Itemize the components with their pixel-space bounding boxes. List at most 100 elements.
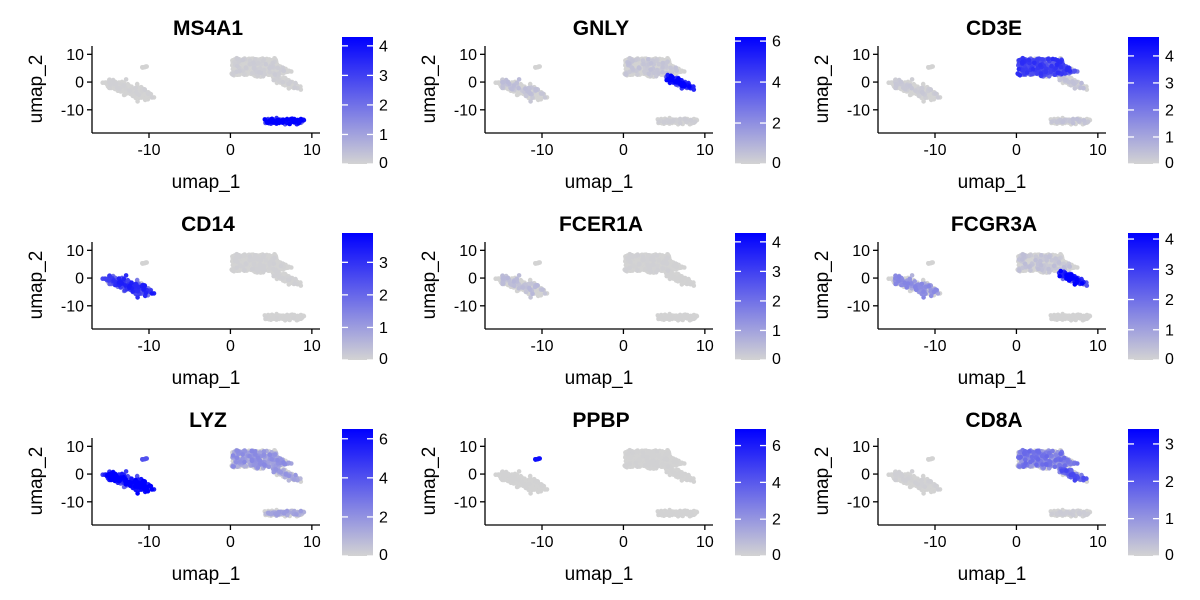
cell-point <box>237 254 242 260</box>
y-tick-label: 10 <box>459 243 477 260</box>
colorbar <box>342 37 373 164</box>
cell-point <box>687 84 692 89</box>
cell-point <box>511 279 517 284</box>
cell-point <box>654 253 660 258</box>
cell-point <box>1055 70 1061 75</box>
cell-point <box>674 79 680 84</box>
x-axis-title: umap_1 <box>565 368 634 389</box>
cell-point <box>237 68 242 74</box>
cell-point <box>530 291 535 297</box>
cell-point <box>133 85 139 91</box>
cell-point <box>274 315 280 321</box>
cell-point <box>527 285 532 291</box>
y-tick-label: 10 <box>459 47 477 64</box>
cell-point <box>277 273 282 279</box>
cell-point <box>650 262 656 268</box>
cell-point <box>668 65 673 71</box>
cell-point <box>516 77 522 82</box>
cell-point <box>271 261 277 267</box>
colorbar-tick-label: 3 <box>379 255 388 272</box>
cell-point <box>1081 118 1087 123</box>
cell-point <box>919 85 925 91</box>
colorbar <box>735 233 766 360</box>
cell-point <box>1058 59 1063 64</box>
cell-point <box>134 81 140 87</box>
cell-point <box>648 67 653 72</box>
cell-point <box>909 77 915 82</box>
cell-point <box>267 253 272 258</box>
cell-point <box>933 91 938 96</box>
cell-point <box>686 276 691 282</box>
colorbar-tick-label: 3 <box>379 68 388 85</box>
cell-point <box>520 285 526 290</box>
cell-point <box>688 314 694 319</box>
cell-point <box>650 254 656 259</box>
cell-point <box>500 80 506 85</box>
cell-point <box>145 91 151 96</box>
cell-point <box>280 120 286 125</box>
y-tick-label: 10 <box>852 47 870 64</box>
colorbar-tick-label: 6 <box>772 34 781 51</box>
cell-point <box>271 77 277 83</box>
x-axis-title: umap_1 <box>565 172 634 193</box>
cell-point <box>142 260 147 266</box>
cell-point <box>888 276 894 282</box>
cell-point <box>247 254 253 259</box>
cell-point <box>234 265 239 271</box>
cell-point <box>523 86 528 91</box>
cell-point <box>630 254 635 259</box>
cell-point <box>268 316 274 321</box>
x-tick-label: -10 <box>530 142 553 159</box>
cell-point <box>1072 68 1078 74</box>
cell-point <box>121 83 127 88</box>
cell-point <box>1079 80 1084 86</box>
cell-point <box>523 289 529 295</box>
cell-point <box>1060 119 1066 124</box>
x-axis-title: umap_1 <box>958 172 1027 193</box>
cell-point <box>1049 119 1054 125</box>
colorbar-tick-label: 0 <box>379 351 388 368</box>
y-tick-label: -10 <box>454 298 477 315</box>
cell-point <box>528 99 533 104</box>
y-tick-label: 0 <box>75 271 84 288</box>
cell-point <box>535 64 540 70</box>
cell-point <box>295 314 301 319</box>
cell-point <box>671 263 677 269</box>
cell-point <box>654 263 660 269</box>
y-axis-title: umap_2 <box>26 55 47 124</box>
x-axis-title: umap_1 <box>172 368 241 389</box>
cell-point <box>641 61 646 67</box>
x-tick-label: 10 <box>303 142 321 159</box>
cell-point <box>251 66 257 71</box>
cell-point <box>262 72 268 77</box>
panel-title: GNLY <box>573 17 629 40</box>
y-tick-label: 10 <box>66 47 84 64</box>
cell-point <box>684 315 690 321</box>
cell-point <box>291 118 296 123</box>
cell-point <box>1024 70 1030 75</box>
cell-point <box>251 262 257 267</box>
y-tick-label: -10 <box>61 102 84 119</box>
cell-point <box>102 80 108 85</box>
cell-point <box>261 58 266 64</box>
cell-point <box>637 262 642 267</box>
cell-point <box>660 70 665 75</box>
x-tick-label: -10 <box>137 142 160 159</box>
cell-point <box>284 316 290 322</box>
cell-point <box>242 268 247 273</box>
cell-point <box>1050 56 1056 62</box>
cell-point <box>660 64 665 70</box>
cell-point <box>678 277 684 283</box>
cell-point <box>142 283 148 289</box>
cell-point <box>1081 85 1086 91</box>
cell-point <box>661 120 667 125</box>
cell-point <box>636 65 642 70</box>
cell-point <box>1045 56 1051 62</box>
cell-point <box>651 258 656 263</box>
cell-point <box>665 313 670 319</box>
cell-point <box>107 273 112 279</box>
panel-title: CD14 <box>181 213 235 236</box>
